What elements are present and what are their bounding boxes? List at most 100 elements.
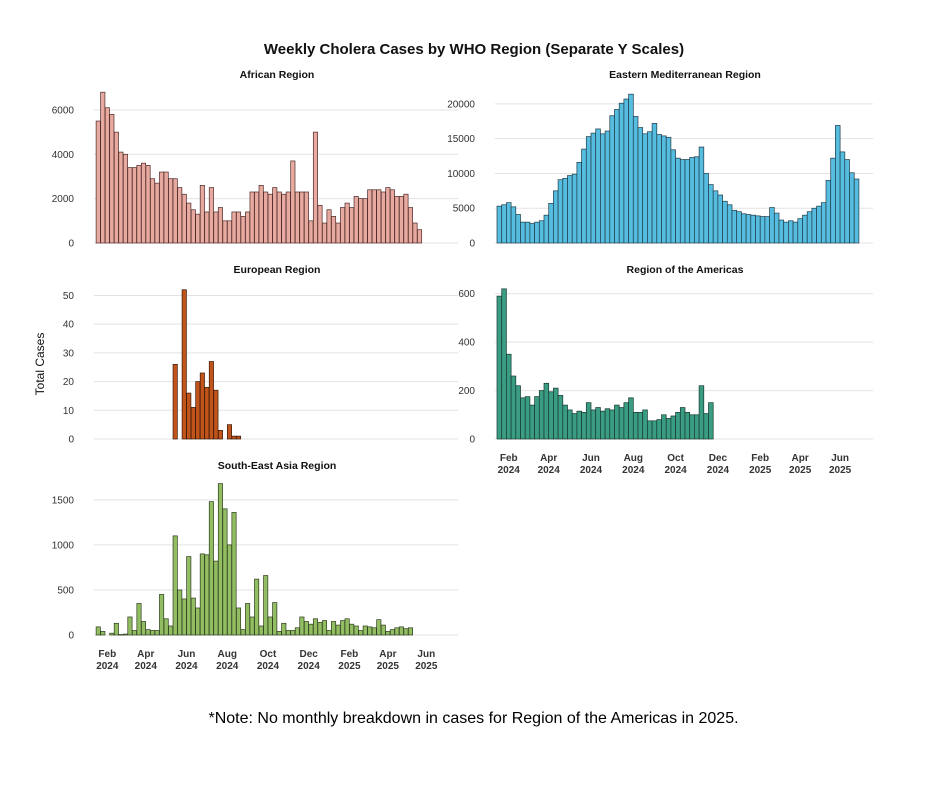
bar [524,396,531,440]
bar [529,404,535,440]
panel-european-region: European Region 0 10 20 30 40 50 [63,264,458,446]
bar [299,191,305,244]
bar [745,214,752,244]
bar [675,157,681,244]
bar [349,623,355,636]
bar [217,483,223,636]
bar [501,204,507,244]
x-tick-year: 2024 [580,465,603,476]
bar [222,220,228,244]
bar [543,382,550,440]
y-tick-label: 15000 [447,134,475,145]
bar [208,187,214,244]
panel-eastern-mediterranean-region: Eastern Mediterranean Region 0 5000 10000 15… [447,69,873,250]
bar [362,198,368,244]
x-tick-year: 2025 [377,661,400,672]
bar [576,161,582,244]
bar [190,407,196,440]
bar [376,189,382,244]
bar [213,211,219,244]
bar [335,222,341,244]
bar [576,410,582,440]
bar [349,207,355,244]
y-tick-label: 10000 [447,169,475,180]
bar [830,157,836,244]
bar [412,222,418,244]
bar [249,191,255,244]
bar [213,389,219,440]
x-tick-year: 2024 [622,465,645,476]
bar [506,202,512,244]
bar [628,93,634,244]
bar [717,194,723,244]
y-tick-label: 400 [458,338,475,349]
bar [708,402,714,440]
bar [141,621,147,636]
bar [113,622,119,636]
bar [335,624,341,636]
bar [249,616,255,636]
x-tick-month: Jun [831,453,849,464]
bar [199,185,205,244]
x-tick-year: 2024 [538,465,561,476]
bar [788,220,794,244]
bar [642,409,648,440]
bar [816,205,822,244]
y-tick-label: 5000 [453,204,476,215]
bar [722,200,728,244]
bar [195,213,201,244]
x-tick-year: 2024 [175,661,198,672]
bar [371,189,377,244]
bar [353,625,359,636]
bar [567,409,573,440]
bar [367,626,373,636]
x-tick-year: 2025 [829,465,852,476]
y-tick-label: 200 [458,386,475,397]
bar [783,221,789,244]
bar [145,165,151,244]
bar [534,396,540,440]
bar [773,212,780,244]
x-tick-month: Oct [260,649,277,660]
bar [590,409,597,440]
bar [163,618,169,636]
bar [172,178,178,244]
bar [689,414,695,440]
bar [407,207,413,244]
bar [222,508,228,636]
bar [100,631,106,636]
bar [127,167,133,244]
bar [276,631,282,636]
bar [208,361,214,440]
bar [506,353,512,440]
bar [515,214,521,244]
bar [208,501,214,636]
x-tick-month: Feb [341,649,359,660]
y-tick-label: 40 [63,320,75,331]
bar [614,404,620,440]
bar [557,395,564,440]
bar [344,202,350,244]
x-tick-month: Apr [540,453,557,464]
bar [628,397,634,440]
bar [181,289,187,440]
bar [759,216,766,244]
chart-figure: Weekly Cholera Cases by WHO Region (Sepa… [33,41,873,672]
bar [562,177,568,244]
y-tick-label: 0 [469,239,475,250]
bar [553,190,559,244]
y-tick-label: 20000 [447,99,475,110]
x-tick-year: 2024 [96,661,119,672]
bar [186,556,192,636]
bar [141,162,147,244]
bar [529,223,535,244]
bar [769,207,775,244]
bar [236,435,242,440]
bar [254,191,260,244]
bar [609,115,615,244]
bar [154,630,160,636]
bar [698,385,705,440]
bar [731,209,738,244]
bar [647,131,653,244]
bar [389,629,395,636]
